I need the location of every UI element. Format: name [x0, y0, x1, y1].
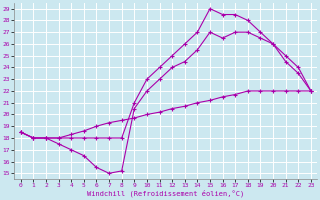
X-axis label: Windchill (Refroidissement éolien,°C): Windchill (Refroidissement éolien,°C): [87, 190, 244, 197]
